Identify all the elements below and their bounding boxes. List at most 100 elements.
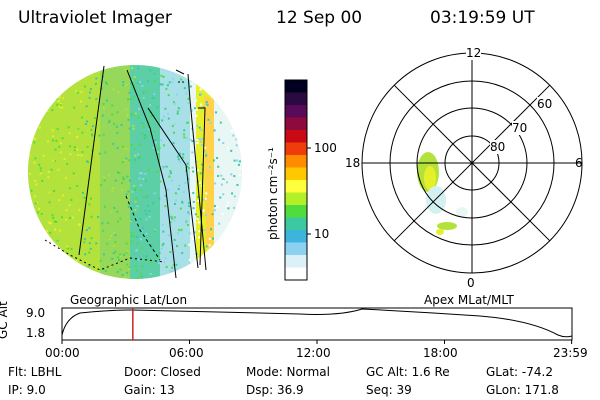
- image-pixel: [211, 213, 214, 216]
- image-pixel: [111, 104, 114, 107]
- image-pixel: [172, 131, 175, 134]
- image-pixel: [184, 244, 187, 247]
- colorbar-band: [285, 155, 307, 168]
- image-pixel: [212, 83, 215, 86]
- image-pixel: [204, 75, 207, 78]
- image-pixel: [198, 126, 201, 129]
- image-pixel: [39, 253, 42, 256]
- image-pixel: [28, 108, 31, 111]
- image-pixel: [46, 144, 49, 147]
- image-pixel: [231, 65, 234, 68]
- image-pixel: [164, 107, 167, 110]
- image-pixel: [90, 215, 93, 218]
- image-pixel: [38, 126, 41, 129]
- image-pixel: [207, 118, 210, 121]
- image-pixel: [227, 72, 230, 75]
- image-pixel: [48, 270, 51, 273]
- image-pixel: [145, 232, 148, 235]
- image-pixel: [124, 159, 127, 162]
- image-pixel: [124, 68, 127, 71]
- image-pixel: [133, 76, 136, 79]
- image-pixel: [47, 176, 50, 179]
- image-pixel: [170, 217, 173, 220]
- image-pixel: [55, 139, 58, 142]
- image-pixel: [99, 259, 102, 262]
- image-pixel: [139, 184, 142, 187]
- image-pixel: [70, 248, 73, 251]
- image-pixel: [190, 189, 193, 192]
- image-pixel: [168, 173, 171, 176]
- image-pixel: [116, 111, 119, 114]
- image-pixel: [59, 103, 62, 106]
- image-pixel: [207, 269, 210, 272]
- image-pixel: [178, 184, 181, 187]
- image-pixel: [58, 145, 61, 148]
- image-pixel: [31, 120, 34, 123]
- image-pixel: [35, 222, 38, 225]
- image-pixel: [44, 223, 47, 226]
- image-pixel: [196, 277, 199, 279]
- image-pixel: [89, 267, 92, 270]
- gain-status: Gain: 13: [124, 383, 175, 397]
- image-pixel: [33, 141, 36, 144]
- xtick-0000: 00:00: [45, 346, 80, 360]
- image-pixel: [126, 271, 129, 274]
- image-pixel: [140, 229, 143, 232]
- image-pixel: [177, 107, 180, 110]
- colorbar: [284, 79, 311, 281]
- image-pixel: [47, 190, 50, 193]
- image-pixel: [28, 197, 31, 200]
- image-pixel: [126, 263, 129, 266]
- image-pixel: [213, 209, 216, 212]
- lat-60-label: 60: [537, 97, 553, 111]
- image-pixel: [204, 214, 207, 217]
- image-pixel: [180, 78, 183, 81]
- image-pixel: [63, 157, 66, 160]
- image-pixel: [220, 87, 223, 90]
- image-pixel: [94, 82, 97, 85]
- image-pixel: [239, 200, 242, 203]
- image-pixel: [98, 134, 101, 137]
- image-pixel: [127, 205, 130, 208]
- image-pixel: [162, 230, 165, 233]
- image-pixel: [36, 91, 39, 94]
- image-pixel: [143, 195, 146, 198]
- image-pixel: [128, 127, 131, 130]
- image-pixel: [36, 219, 39, 222]
- dsp-status: Dsp: 36.9: [246, 383, 304, 397]
- time-label: 03:19:59 UT: [430, 8, 535, 28]
- image-pixel: [130, 232, 133, 235]
- image-pixel: [81, 96, 84, 99]
- image-pixel: [128, 159, 131, 162]
- image-pixel: [48, 201, 51, 204]
- image-pixel: [228, 272, 231, 275]
- image-pixel: [61, 137, 64, 140]
- image-pixel: [179, 160, 182, 163]
- image-pixel: [235, 144, 238, 147]
- image-pixel: [215, 111, 218, 114]
- image-pixel: [66, 267, 69, 270]
- image-pixel: [33, 110, 36, 113]
- image-pixel: [137, 67, 140, 70]
- image-pixel: [127, 118, 130, 121]
- image-pixel: [240, 71, 242, 74]
- image-pixel: [116, 210, 119, 213]
- image-pixel: [38, 265, 41, 268]
- image-pixel: [191, 140, 194, 143]
- image-pixel: [147, 80, 150, 83]
- image-pixel: [104, 269, 107, 272]
- image-pixel: [205, 154, 208, 157]
- image-pixel: [198, 236, 201, 239]
- image-pixel: [87, 140, 90, 143]
- image-pixel: [36, 72, 39, 75]
- image-pixel: [35, 183, 38, 186]
- image-pixel: [50, 68, 53, 71]
- image-pixel: [76, 136, 79, 139]
- image-pixel: [134, 112, 137, 115]
- image-pixel: [180, 228, 183, 231]
- image-pixel: [217, 174, 220, 177]
- image-pixel: [28, 132, 31, 135]
- image-pixel: [209, 121, 212, 124]
- image-pixel: [200, 93, 203, 96]
- image-pixel: [136, 204, 139, 207]
